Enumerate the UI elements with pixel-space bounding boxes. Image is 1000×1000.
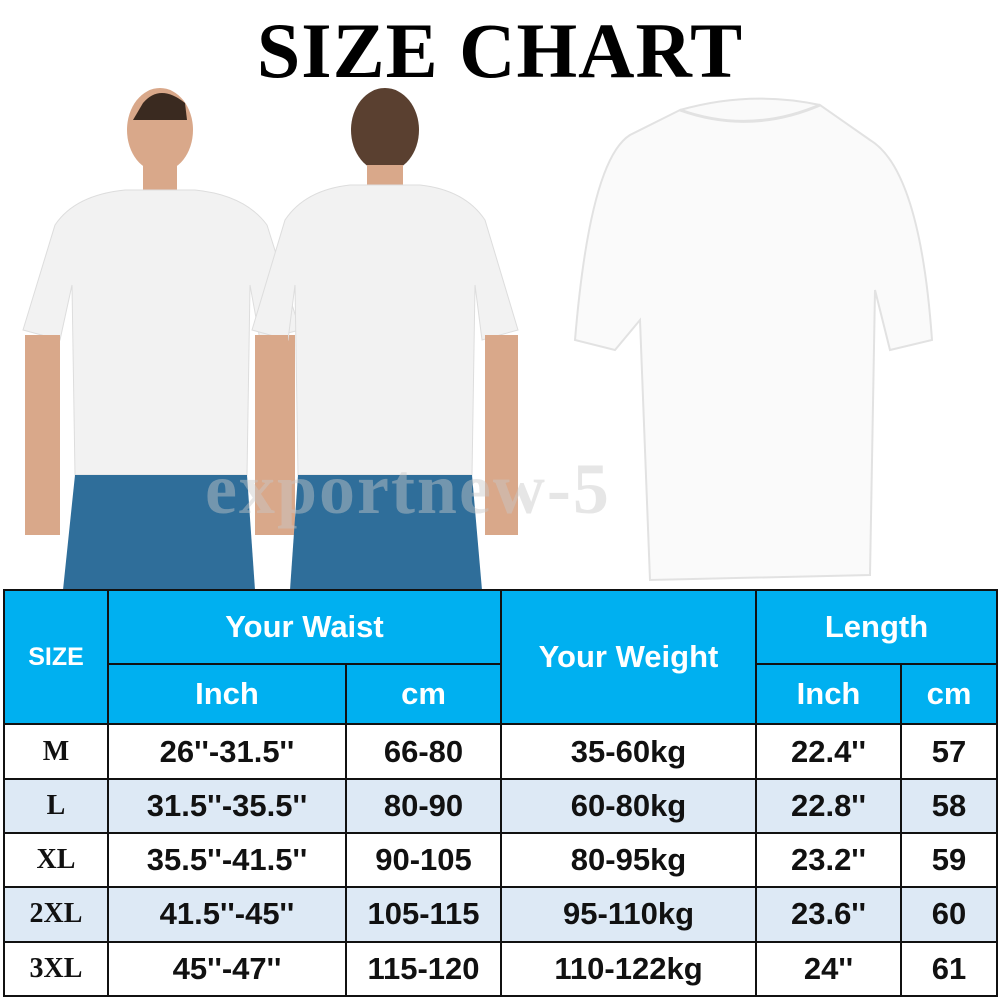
page-title: SIZE CHART [256,7,744,94]
shirt-photo [573,97,934,582]
cell-waist-inch: 41.5''-45'' [107,886,347,943]
table-row: L 31.5''-35.5'' 80-90 60-80kg 22.8'' 58 [3,777,999,835]
cell-length-cm: 58 [900,777,999,835]
cell-length-cm: 60 [900,886,999,943]
header-size: SIZE [3,588,109,726]
header-weight: Your Weight [500,588,758,726]
cell-size: 3XL [3,940,109,998]
header-length-inch: Inch [755,663,903,726]
cell-length-inch: 22.8'' [755,777,903,835]
cell-size: M [3,723,109,780]
header-length: Length [755,588,999,666]
cell-waist-cm: 90-105 [344,831,503,889]
cell-waist-cm: 66-80 [344,723,503,780]
header-waist: Your Waist [106,588,503,666]
cell-weight: 80-95kg [500,831,758,889]
cell-weight: 60-80kg [500,777,758,835]
cell-length-inch: 24'' [755,940,903,998]
watermark: exportnew-5 [205,449,611,529]
cell-waist-cm: 80-90 [344,777,503,835]
table-row: M 26''-31.5'' 66-80 35-60kg 22.4'' 57 [3,723,999,780]
cell-length-cm: 59 [900,831,999,889]
cell-size: L [3,777,109,835]
header-waist-inch: Inch [107,663,347,726]
cell-length-inch: 23.6'' [755,886,903,943]
cell-waist-inch: 26''-31.5'' [107,723,347,780]
header-waist-cm: cm [344,663,503,726]
header-length-cm: cm [900,663,999,726]
table-row: 2XL 41.5''-45'' 105-115 95-110kg 23.6'' 60 [3,886,999,943]
cell-size: 2XL [3,886,109,943]
model-back-photo [251,88,519,590]
cell-length-cm: 57 [900,723,999,780]
cell-weight: 95-110kg [500,886,758,943]
cell-weight: 35-60kg [500,723,758,780]
cell-length-cm: 61 [900,940,999,998]
table-row: XL 35.5''-41.5'' 90-105 80-95kg 23.2'' 59 [3,831,999,889]
cell-waist-inch: 35.5''-41.5'' [107,831,347,889]
cell-length-inch: 23.2'' [755,831,903,889]
cell-waist-inch: 31.5''-35.5'' [107,777,347,835]
table-row: 3XL 45''-47'' 115-120 110-122kg 24'' 61 [3,940,999,998]
cell-waist-inch: 45''-47'' [107,940,347,998]
cell-weight: 110-122kg [500,940,758,998]
cell-length-inch: 22.4'' [755,723,903,780]
cell-size: XL [3,831,109,889]
cell-waist-cm: 105-115 [344,886,503,943]
size-table: SIZE Your Waist Your Weight Length Inch … [3,588,999,998]
cell-waist-cm: 115-120 [344,940,503,998]
